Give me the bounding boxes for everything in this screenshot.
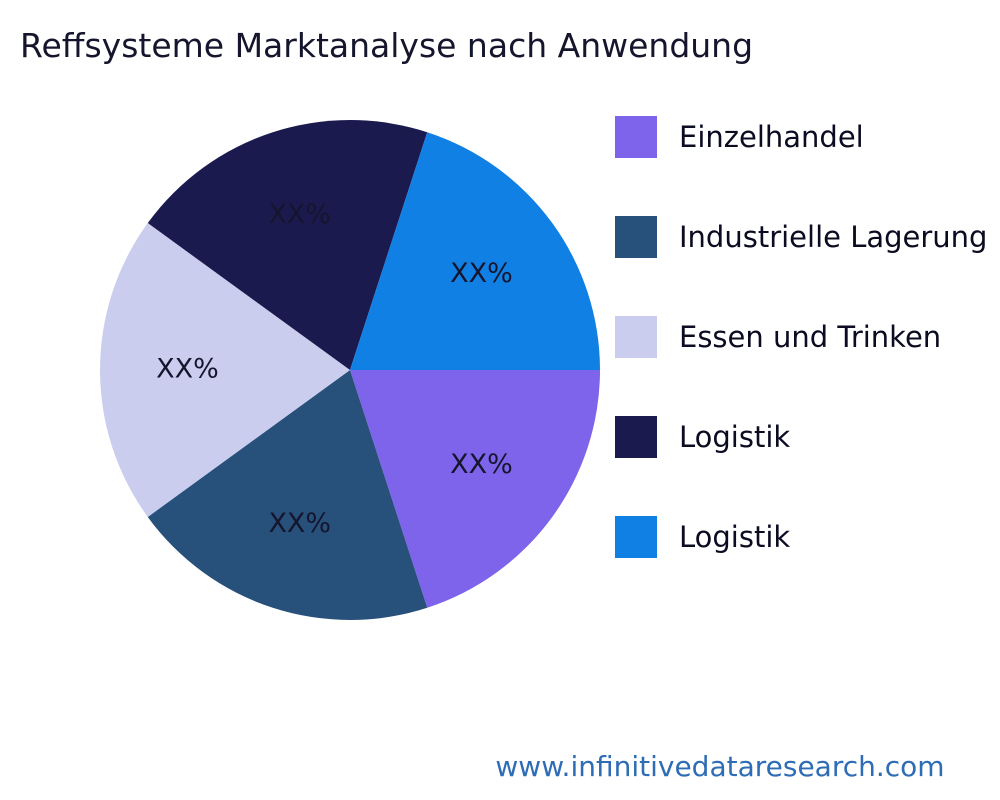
legend-color-swatch (615, 416, 657, 458)
legend-label: Industrielle Lagerung (679, 220, 988, 254)
pie-slice (350, 132, 600, 370)
legend-color-swatch (615, 516, 657, 558)
pie-slice (100, 223, 350, 517)
chart-title: Reffsysteme Marktanalyse nach Anwendung (20, 26, 754, 65)
pie-slice-percentage-label: XX% (268, 508, 331, 539)
legend-item: Industrielle Lagerung (615, 215, 987, 259)
legend-item: Essen und Trinken (615, 315, 987, 359)
legend-label: Essen und Trinken (679, 320, 942, 354)
pie-slice-percentage-label: XX% (450, 449, 513, 480)
chart-legend: Einzelhandel Industrielle Lagerung Essen u… (615, 115, 987, 615)
legend-color-swatch (615, 316, 657, 358)
legend-color-swatch (615, 116, 657, 158)
legend-label: Logistik (679, 420, 791, 454)
legend-item: Logistik (615, 415, 987, 459)
footer-url: www.infinitivedataresearch.com (495, 750, 945, 783)
pie-slice (147, 370, 428, 620)
legend-item: Logistik (615, 515, 987, 559)
pie-slice-percentage-label: XX% (268, 199, 331, 230)
legend-label: Einzelhandel (679, 120, 864, 154)
pie-chart-svg: XX% XX% XX% XX% XX% (100, 120, 600, 620)
pie-slice-percentage-label: XX% (450, 258, 513, 289)
legend-label: Logistik (679, 520, 791, 554)
pie-slice-percentage-label: XX% (156, 354, 219, 385)
pie-slice (350, 370, 600, 608)
legend-color-swatch (615, 216, 657, 258)
pie-chart: XX% XX% XX% XX% XX% (95, 115, 605, 625)
pie-slice (147, 120, 428, 371)
legend-item: Einzelhandel (615, 115, 987, 159)
